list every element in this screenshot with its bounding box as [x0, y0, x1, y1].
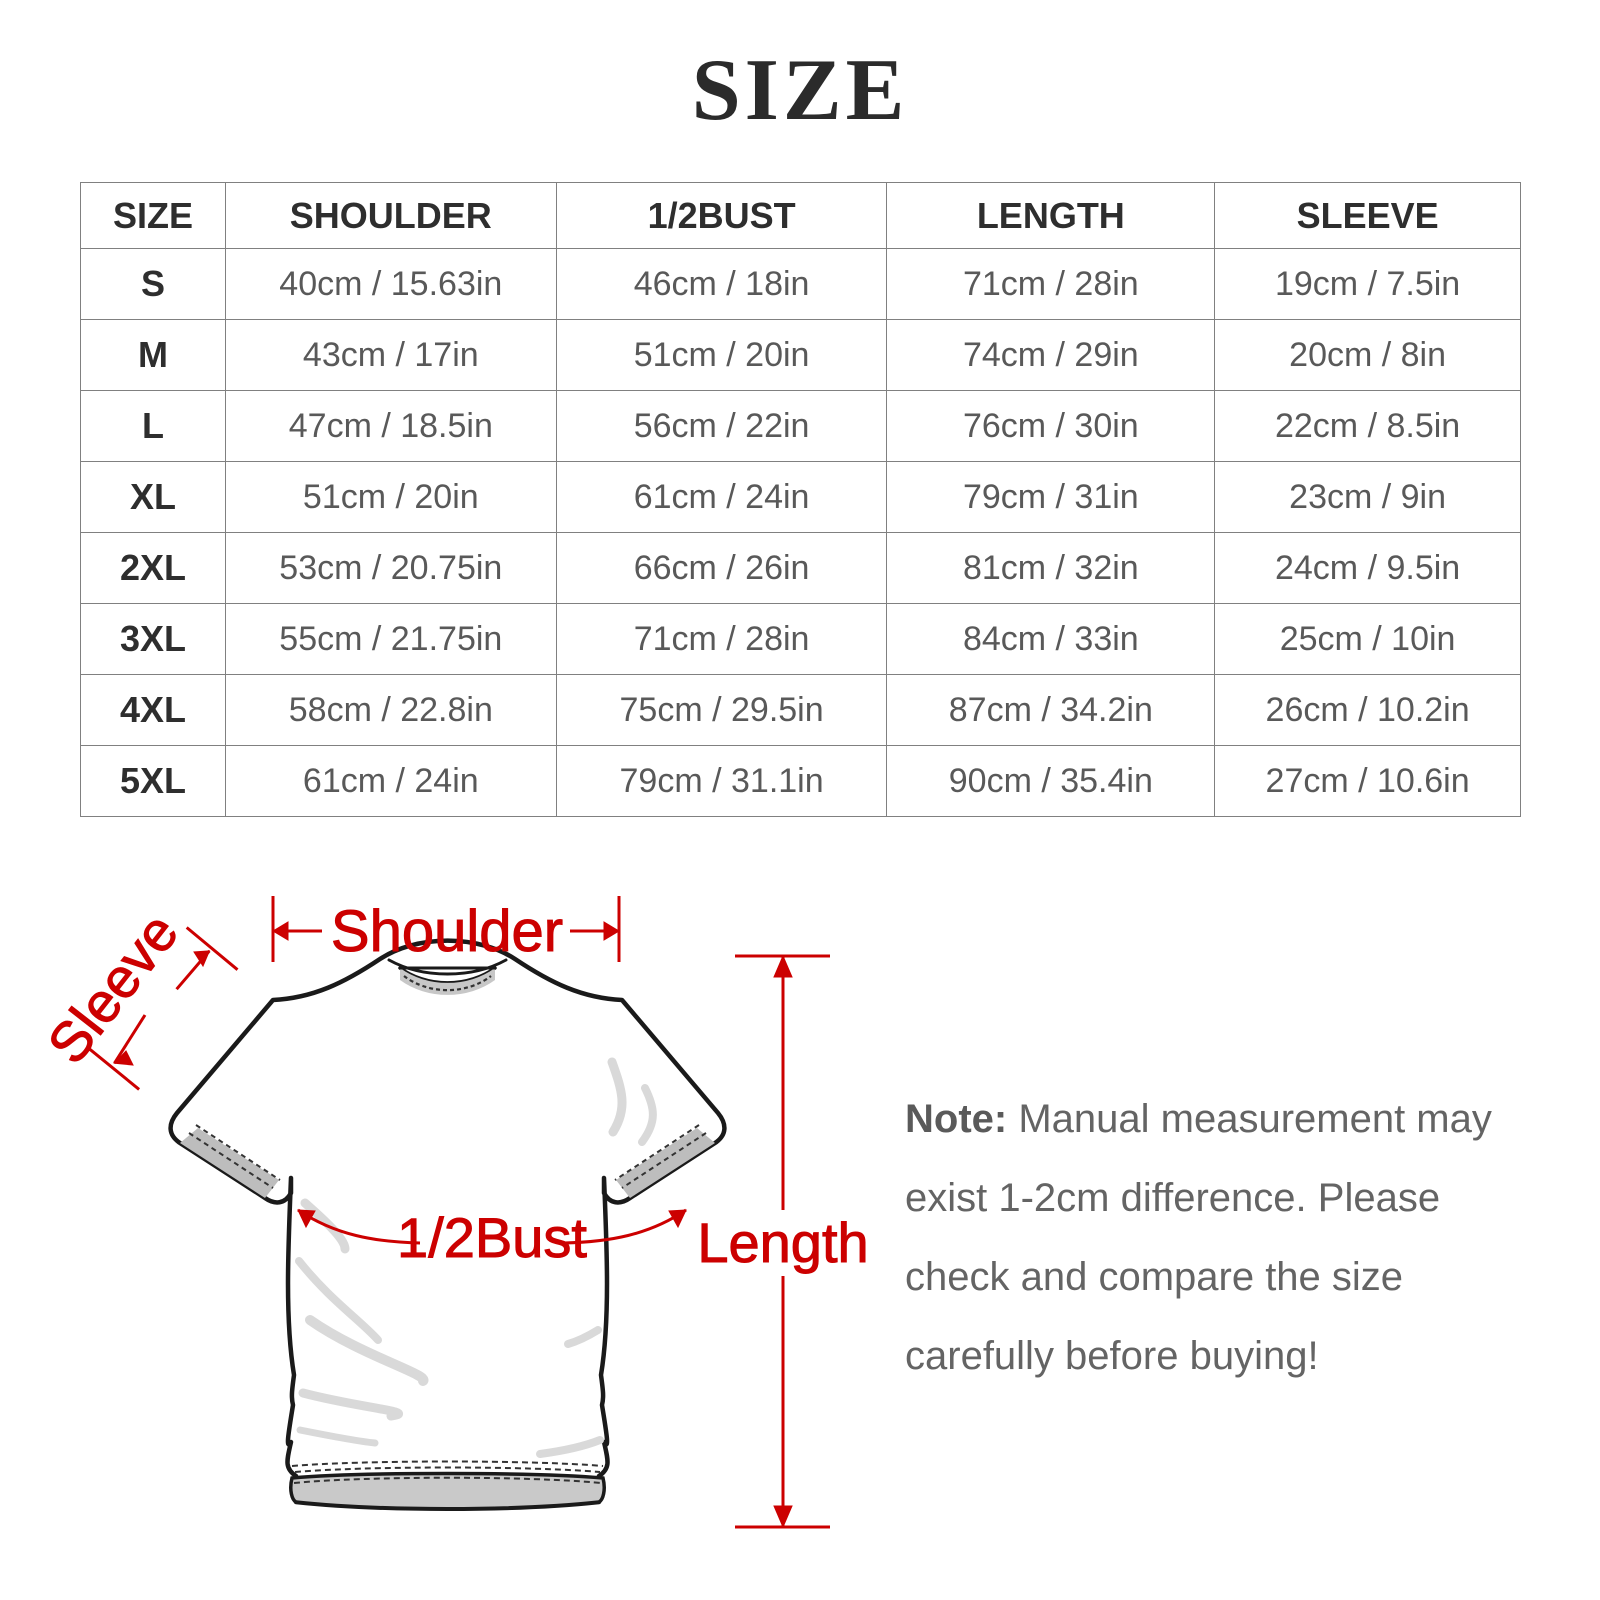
svg-text:Shoulder: Shoulder	[331, 899, 563, 964]
svg-text:1/2Bust: 1/2Bust	[397, 1206, 587, 1269]
svg-text:Sleeve: Sleeve	[35, 901, 190, 1075]
svg-text:Length: Length	[697, 1211, 868, 1274]
